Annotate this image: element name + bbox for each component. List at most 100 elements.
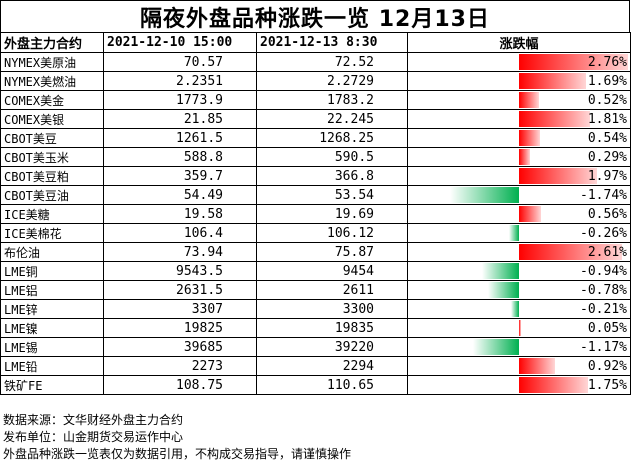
cell-price-a: 108.75 — [103, 375, 257, 395]
cell-name: CBOT美豆 — [0, 128, 104, 148]
cell-price-b-value: 2611 — [342, 282, 374, 298]
change-percent: 0.52% — [587, 92, 627, 108]
cell-price-b-value: 366.8 — [334, 168, 374, 184]
cell-price-b-value: 19.69 — [334, 206, 374, 222]
cell-name-value: LME铝 — [4, 283, 38, 298]
cell-price-a-value: 1773.9 — [176, 92, 223, 108]
cell-name-value: LME锌 — [4, 302, 38, 317]
page-title: 隔夜外盘品种涨跌一览 12月13日 — [0, 0, 630, 33]
cell-change: 1.81% — [407, 109, 631, 129]
cell-price-a-value: 106.4 — [183, 225, 223, 241]
change-percent: 0.05% — [587, 320, 627, 336]
cell-price-b: 590.5 — [256, 147, 408, 167]
cell-name: CBOT美豆油 — [0, 185, 104, 205]
table-row: NYMEX美原油 70.57 72.52 2.76% — [0, 52, 631, 72]
table-row: NYMEX美燃油 2.2351 2.2729 1.69% — [0, 71, 631, 91]
cell-name: LME铅 — [0, 356, 104, 376]
cell-name-value: 布伦油 — [4, 245, 41, 260]
table-row: CBOT美豆 1261.5 1268.25 0.54% — [0, 128, 631, 148]
cell-name: 铁矿FE — [0, 375, 104, 395]
change-bar-up — [519, 92, 540, 108]
cell-change: 2.61% — [407, 242, 631, 262]
cell-price-a: 588.8 — [103, 147, 257, 167]
change-percent: 1.69% — [587, 73, 627, 89]
table-row: LME铜 9543.5 9454 -0.94% — [0, 261, 631, 281]
cell-name-value: CBOT美豆 — [4, 131, 57, 146]
change-bar-down — [488, 282, 519, 298]
cell-price-a: 70.57 — [103, 52, 257, 72]
header-change: 涨跌幅 — [407, 32, 631, 53]
cell-price-a: 106.4 — [103, 223, 257, 243]
change-bar-up — [519, 73, 586, 89]
change-bar-down — [481, 263, 519, 279]
cell-name-value: LME铅 — [4, 359, 38, 374]
change-percent: 0.54% — [587, 130, 627, 146]
cell-name: ICE美棉花 — [0, 223, 104, 243]
change-percent: 0.56% — [587, 206, 627, 222]
cell-name-value: NYMEX美燃油 — [4, 74, 77, 89]
cell-name: COMEX美银 — [0, 109, 104, 129]
cell-price-b: 19.69 — [256, 204, 408, 224]
cell-price-a: 1261.5 — [103, 128, 257, 148]
table-row: 布伦油 73.94 75.87 2.61% — [0, 242, 631, 262]
cell-price-b-value: 72.52 — [334, 54, 374, 70]
change-bar-up — [519, 320, 521, 336]
cell-price-b-value: 1268.25 — [319, 130, 374, 146]
cell-price-b-value: 3300 — [342, 301, 374, 317]
change-bar-up — [519, 168, 597, 184]
footer-source: 数据来源：文华财经外盘主力合约 — [3, 413, 184, 427]
cell-name-value: 铁矿FE — [4, 378, 43, 393]
table-row: LME铝 2631.5 2611 -0.78% — [0, 280, 631, 300]
cell-price-a: 39685 — [103, 337, 257, 357]
change-bar-up — [519, 149, 531, 165]
cell-price-a-value: 2273 — [191, 358, 223, 374]
cell-name: LME铜 — [0, 261, 104, 281]
cell-name: CBOT美玉米 — [0, 147, 104, 167]
cell-name-value: ICE美棉花 — [4, 226, 62, 241]
cell-price-b: 110.65 — [256, 375, 408, 395]
table-row: LME镍 19825 19835 0.05% — [0, 318, 631, 338]
footer-publisher: 发布单位：山金期货交易运作中心 — [3, 430, 184, 444]
cell-change: 1.69% — [407, 71, 631, 91]
cell-change: 0.29% — [407, 147, 631, 167]
price-table: 外盘主力合约 2021-12-10 15:00 2021-12-13 8:30 … — [0, 32, 631, 395]
cell-name: LME铝 — [0, 280, 104, 300]
cell-name-value: LME铜 — [4, 264, 38, 279]
cell-name-value: NYMEX美原油 — [4, 55, 77, 70]
cell-price-a-value: 108.75 — [176, 377, 223, 393]
cell-change: 0.54% — [407, 128, 631, 148]
header-date-b: 2021-12-13 8:30 — [256, 32, 408, 53]
cell-price-a-value: 359.7 — [183, 168, 223, 184]
cell-price-a: 2.2351 — [103, 71, 257, 91]
cell-price-a-value: 2631.5 — [176, 282, 223, 298]
cell-change: 0.05% — [407, 318, 631, 338]
cell-price-b: 2611 — [256, 280, 408, 300]
table-row: CBOT美玉米 588.8 590.5 0.29% — [0, 147, 631, 167]
header-row: 外盘主力合约 2021-12-10 15:00 2021-12-13 8:30 … — [0, 32, 631, 53]
cell-change: 0.92% — [407, 356, 631, 376]
change-percent: 0.29% — [587, 149, 627, 165]
cell-price-a-value: 19.58 — [183, 206, 223, 222]
cell-price-a: 19825 — [103, 318, 257, 338]
cell-name-value: ICE美糖 — [4, 207, 50, 222]
cell-price-b: 3300 — [256, 299, 408, 319]
cell-price-b: 366.8 — [256, 166, 408, 186]
cell-name-value: COMEX美金 — [4, 93, 65, 108]
change-bar-up — [519, 54, 628, 70]
cell-change: -1.74% — [407, 185, 631, 205]
cell-price-b-value: 106.12 — [327, 225, 374, 241]
table-row: LME锌 3307 3300 -0.21% — [0, 299, 631, 319]
cell-price-b: 2.2729 — [256, 71, 408, 91]
table-row: ICE美棉花 106.4 106.12 -0.26% — [0, 223, 631, 243]
cell-name: CBOT美豆粕 — [0, 166, 104, 186]
cell-name-value: CBOT美玉米 — [4, 150, 69, 165]
cell-price-a-value: 73.94 — [183, 244, 223, 260]
cell-name: NYMEX美燃油 — [0, 71, 104, 91]
change-percent: -0.94% — [580, 263, 627, 279]
cell-price-a-value: 70.57 — [183, 54, 223, 70]
cell-name-value: CBOT美豆粕 — [4, 169, 69, 184]
cell-price-a-value: 2.2351 — [176, 73, 223, 89]
cell-price-a-value: 21.85 — [183, 111, 223, 127]
cell-name: 布伦油 — [0, 242, 104, 262]
